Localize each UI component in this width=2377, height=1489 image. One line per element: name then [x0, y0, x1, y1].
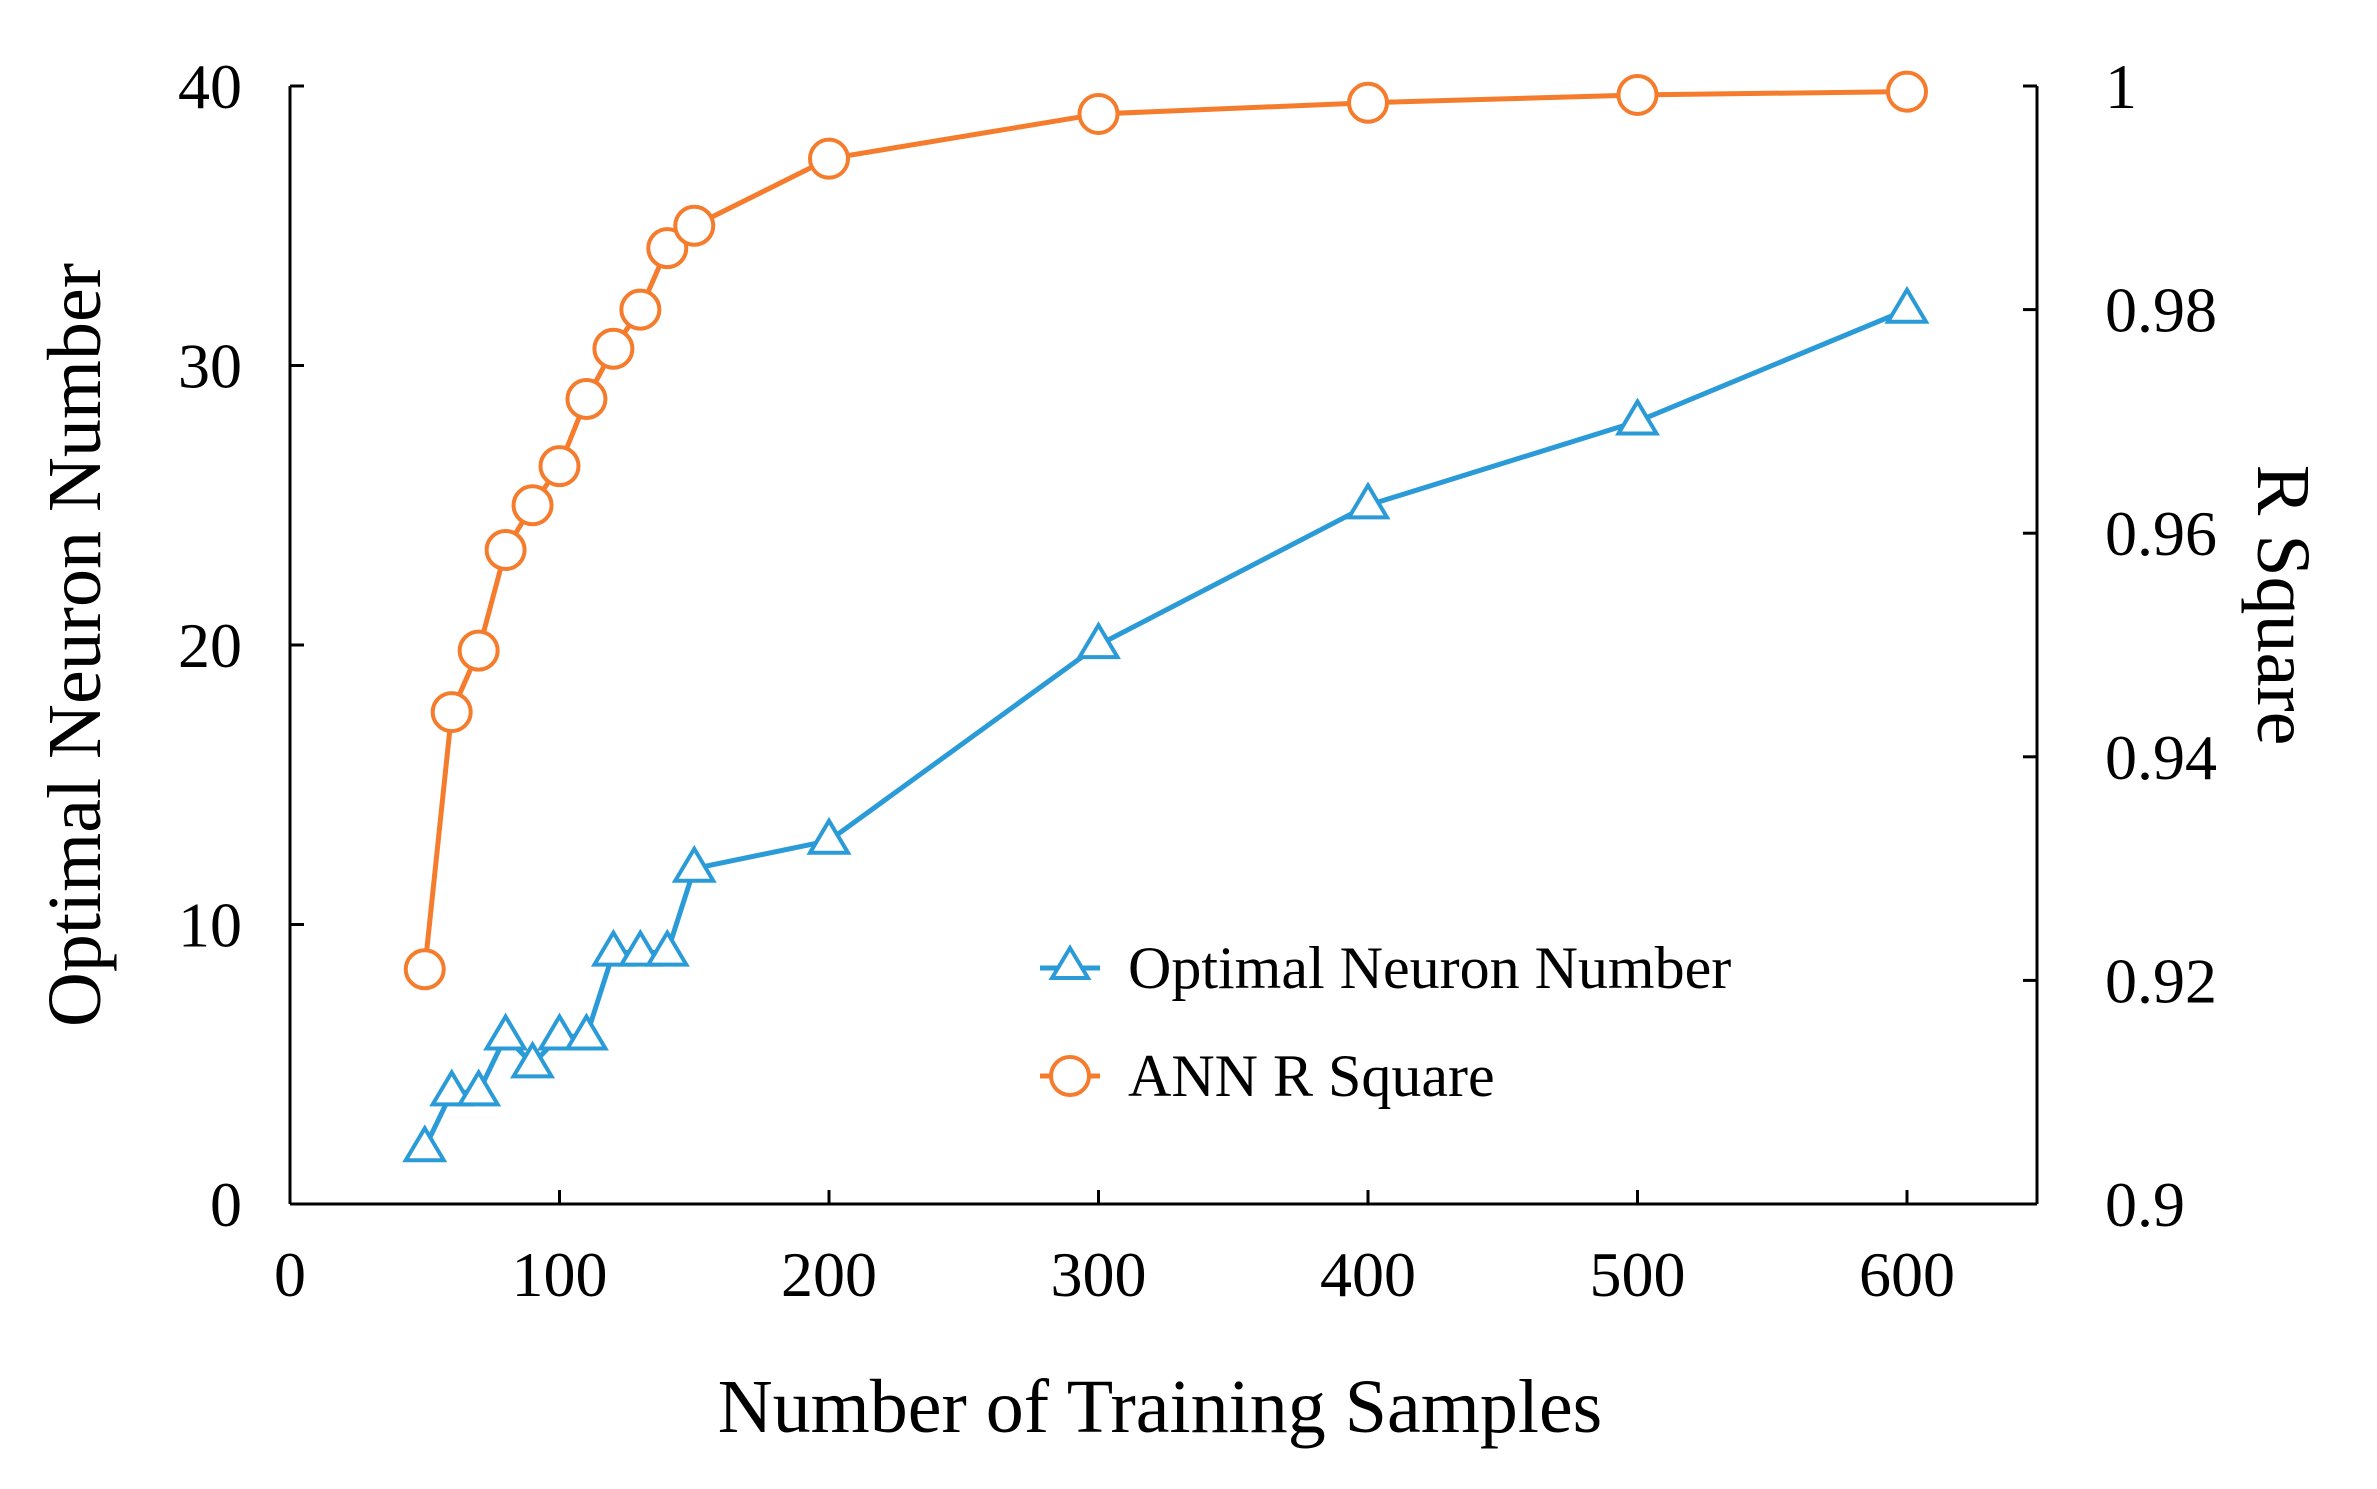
data-point-rsquare [538, 445, 581, 488]
data-point-rsquare [565, 378, 608, 421]
data-point-neuron [1075, 621, 1122, 660]
y-right-tick-label: 1 [2105, 51, 2137, 122]
data-point-neuron [806, 816, 852, 855]
data-point-neuron [671, 844, 717, 883]
legend-marker-triangle [1048, 944, 1092, 980]
y-left-tick-label: 10 [178, 890, 242, 961]
data-point-neuron [1884, 285, 1930, 324]
data-point-rsquare [1886, 70, 1928, 113]
data-point-neuron [510, 1040, 556, 1079]
legend-label-rsquare: ANN R Square [1128, 1043, 1495, 1109]
data-point-neuron [644, 928, 690, 967]
data-point-neuron [563, 1012, 609, 1051]
data-point-rsquare [1616, 73, 1659, 116]
y-left-tick-label: 30 [178, 331, 242, 402]
y-right-tick-label: 0.98 [2105, 275, 2217, 346]
y-left-tick-label: 40 [178, 51, 242, 122]
y-right-ticks: 0.9 0.92 0.94 0.96 0.98 1 [2023, 51, 2217, 1240]
y-left-axis-title: Optimal Neuron Number [33, 263, 117, 1027]
y-left-tick-label: 20 [178, 610, 242, 681]
data-point-neuron [617, 928, 663, 967]
x-tick-label: 500 [1590, 1239, 1686, 1310]
data-point-neuron [483, 1012, 529, 1051]
legend-item-rsquare: ANN R Square [1040, 1043, 1495, 1109]
y-left-ticks: 0 10 20 30 40 [178, 51, 304, 1240]
x-tick-label: 400 [1320, 1239, 1416, 1310]
x-ticks: 0 100 200 300 400 500 600 [274, 1190, 1955, 1310]
x-tick-label: 600 [1859, 1239, 1955, 1310]
x-tick-label: 200 [781, 1239, 877, 1310]
x-tick-label: 100 [512, 1239, 608, 1310]
data-point-rsquare [457, 629, 500, 672]
y-right-tick-label: 0.96 [2105, 498, 2217, 569]
data-point-neuron [590, 928, 636, 967]
y-left-tick-label: 0 [210, 1169, 242, 1240]
y-right-tick-label: 0.94 [2105, 722, 2217, 793]
data-point-neuron [402, 1124, 448, 1163]
data-point-rsquare [646, 227, 689, 270]
y-right-tick-label: 0.92 [2105, 945, 2217, 1016]
data-point-rsquare [808, 137, 850, 180]
data-point-rsquare [484, 528, 527, 571]
data-point-neuron [536, 1012, 583, 1051]
x-tick-label: 0 [274, 1239, 306, 1310]
series-layer [402, 70, 1930, 1163]
x-axis-title: Number of Training Samples [718, 1365, 1603, 1449]
series-line-rsquare [422, 89, 1908, 970]
data-point-rsquare [673, 204, 716, 247]
data-point-rsquare [1347, 81, 1389, 124]
data-point-neuron [1614, 397, 1661, 436]
data-point-neuron [1345, 481, 1391, 520]
data-point-rsquare [1077, 92, 1120, 135]
y-right-axis-title: R Square [2241, 465, 2325, 746]
y-right-tick-label: 0.9 [2105, 1169, 2185, 1240]
legend: Optimal Neuron Number ANN R Square [1040, 935, 1731, 1109]
data-point-rsquare [430, 691, 473, 734]
data-point-rsquare [511, 484, 554, 527]
x-tick-label: 300 [1051, 1239, 1147, 1310]
series-line-neuron [422, 307, 1908, 1150]
data-point-rsquare [403, 948, 446, 991]
legend-item-neuron: Optimal Neuron Number [1040, 935, 1731, 1001]
data-point-neuron [429, 1068, 475, 1107]
data-point-rsquare [592, 327, 635, 370]
data-point-neuron [456, 1068, 502, 1107]
legend-label-neuron: Optimal Neuron Number [1128, 935, 1731, 1001]
data-point-rsquare [619, 288, 662, 331]
legend-marker-circle [1049, 1055, 1091, 1097]
